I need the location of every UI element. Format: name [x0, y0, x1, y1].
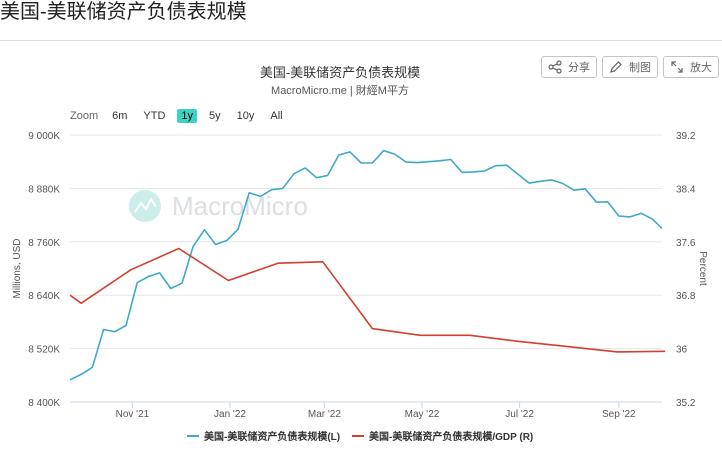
draw-label: 制图	[629, 62, 651, 74]
draw-button[interactable]: 制图	[602, 56, 658, 78]
share-button[interactable]: 分享	[541, 56, 597, 78]
fullscreen-button[interactable]: 放大	[663, 56, 719, 78]
x-tick-label: Mar '22	[308, 409, 341, 420]
range-ytd-button[interactable]: YTD	[143, 110, 166, 122]
y-right-tick-label: 36.8	[676, 291, 696, 302]
legend-item-ratio-gdp[interactable]: 美国-美联储资产负债表规模/GDP (R)	[369, 430, 533, 443]
y-right-tick-label: 37.6	[676, 238, 696, 249]
pencil-icon	[610, 61, 622, 73]
y-right-tick-label: 35.2	[676, 398, 696, 409]
series-line-ratio-gdp	[69, 247, 666, 353]
y-left-tick-label: 8 880K	[28, 184, 60, 195]
range-selector: Zoom 6m YTD 1y 5y 10y All	[70, 108, 295, 124]
chart-title: 美国-美联储资产负债表规模	[259, 65, 421, 80]
x-tick-label: Jan '22	[214, 409, 246, 420]
y-right-axis-label: Percent	[697, 251, 708, 286]
share-icon	[548, 60, 562, 74]
y-left-tick-label: 8 640K	[28, 291, 60, 302]
share-label: 分享	[568, 62, 590, 74]
x-tick-label: Sep '22	[602, 409, 636, 420]
y-left-tick-label: 8 760K	[28, 238, 60, 249]
divider	[0, 40, 722, 41]
x-tick-label: May '22	[405, 409, 440, 420]
y-right-tick-label: 38.4	[676, 184, 696, 195]
x-tick-label: Nov '21	[116, 409, 150, 420]
page-title: 美国-美联储资产负债表规模	[0, 1, 247, 23]
x-tick-label: Jul '22	[505, 409, 534, 420]
series-line-balance-sheet	[69, 149, 663, 381]
y-left-axis-label: Millions, USD	[12, 238, 23, 298]
y-left-tick-label: 8 520K	[28, 345, 60, 356]
range-10y-button[interactable]: 10y	[236, 110, 255, 122]
chart-subtitle: MacroMicro.me | 財經M平方	[271, 85, 409, 97]
svg-text:MacroMicro: MacroMicro	[172, 191, 308, 221]
y-right-tick-label: 39.2	[676, 131, 696, 142]
expand-icon	[671, 61, 683, 73]
zoom-label: 放大	[690, 62, 712, 74]
legend-item-balance-sheet[interactable]: 美国-美联储资产负债表规模(L)	[204, 430, 340, 443]
range-all-button[interactable]: All	[270, 110, 283, 122]
y-left-tick-label: 9 000K	[28, 131, 60, 142]
y-right-tick-label: 36	[676, 345, 688, 356]
watermark-logo: MacroMicro	[129, 190, 308, 222]
range-5y-button[interactable]: 5y	[209, 110, 221, 122]
y-left-tick-label: 8 400K	[28, 398, 60, 409]
range-1y-button[interactable]: 1y	[177, 109, 198, 123]
range-6m-button[interactable]: 6m	[112, 110, 128, 122]
range-selector-label: Zoom	[70, 110, 99, 122]
